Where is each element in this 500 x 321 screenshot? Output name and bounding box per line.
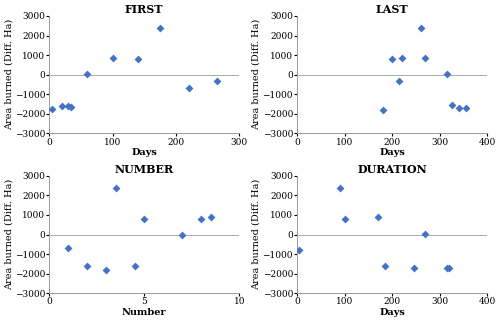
Point — [131, 263, 139, 268]
Point — [378, 108, 386, 113]
Title: FIRST: FIRST — [125, 4, 164, 15]
Point — [207, 215, 215, 220]
Point — [443, 71, 451, 76]
Point — [64, 103, 72, 108]
X-axis label: Days: Days — [132, 148, 157, 157]
Point — [398, 55, 406, 60]
Point — [184, 86, 192, 91]
Point — [198, 217, 205, 222]
Y-axis label: Area burned (Diff. Ha): Area burned (Diff. Ha) — [4, 19, 13, 130]
Point — [396, 78, 404, 83]
Point — [336, 185, 344, 190]
Point — [462, 105, 470, 110]
Point — [416, 26, 424, 31]
Title: NUMBER: NUMBER — [114, 164, 174, 175]
Point — [108, 55, 116, 60]
X-axis label: Number: Number — [122, 308, 166, 317]
Y-axis label: Area burned (Diff. Ha): Area burned (Diff. Ha) — [4, 179, 13, 290]
Title: LAST: LAST — [376, 4, 408, 15]
Point — [422, 231, 430, 236]
Y-axis label: Area burned (Diff. Ha): Area burned (Diff. Ha) — [252, 19, 261, 130]
Point — [296, 247, 304, 253]
Point — [83, 263, 91, 268]
Point — [388, 56, 396, 62]
Point — [134, 57, 142, 62]
Point — [83, 71, 91, 76]
Point — [140, 217, 148, 222]
Point — [374, 215, 382, 220]
Point — [178, 233, 186, 238]
Point — [340, 217, 348, 222]
Point — [381, 263, 389, 268]
Point — [112, 185, 120, 190]
Point — [213, 78, 221, 83]
Point — [64, 246, 72, 251]
Title: DURATION: DURATION — [358, 164, 427, 175]
Point — [58, 103, 66, 108]
X-axis label: Days: Days — [379, 148, 405, 157]
Point — [454, 105, 462, 110]
Y-axis label: Area burned (Diff. Ha): Area burned (Diff. Ha) — [252, 179, 261, 290]
Point — [443, 265, 451, 270]
Point — [445, 265, 453, 270]
Point — [410, 265, 418, 270]
Point — [48, 107, 56, 112]
Point — [422, 55, 430, 60]
Point — [156, 26, 164, 31]
Point — [102, 267, 110, 272]
X-axis label: Days: Days — [379, 308, 405, 317]
Point — [68, 104, 76, 109]
Point — [448, 102, 456, 108]
